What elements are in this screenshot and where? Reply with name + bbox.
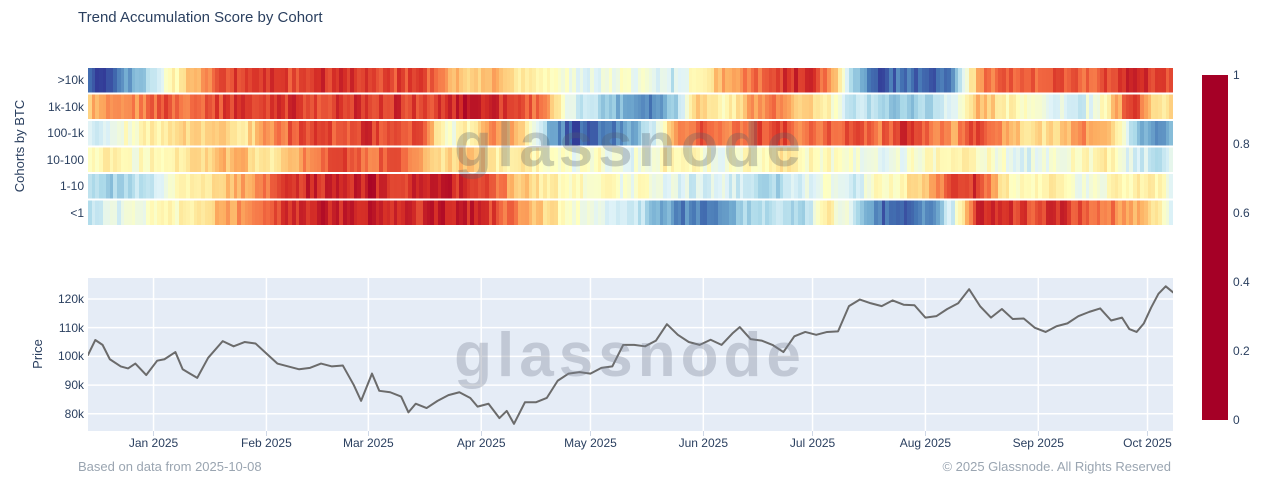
price-y-tick-label: 90k: [64, 378, 84, 392]
x-tick-mark: [1037, 431, 1039, 436]
colorbar-tick-label: 0.2: [1233, 344, 1250, 358]
x-tick-mark: [153, 431, 155, 436]
colorbar-tick-label: 0.6: [1233, 206, 1250, 220]
heatmap-row-label: 10-100: [46, 153, 84, 167]
colorbar-tick-label: 1: [1233, 68, 1240, 82]
colorbar: [1202, 75, 1228, 420]
heatmap-y-axis-title: Cohorts by BTC: [12, 99, 27, 193]
x-tick-mark: [367, 431, 369, 436]
x-tick-label: Aug 2025: [899, 436, 952, 450]
x-tick-mark: [480, 431, 482, 436]
x-tick-label: Mar 2025: [342, 436, 394, 450]
copyright-note: © 2025 Glassnode. All Rights Reserved: [942, 459, 1171, 474]
cohort-heatmap[interactable]: [88, 68, 1173, 225]
colorbar-tick-label: 0: [1233, 413, 1240, 427]
colorbar-tick-label: 0.4: [1233, 275, 1250, 289]
heatmap-row-label: >10k: [57, 73, 84, 87]
x-tick-label: Jan 2025: [128, 436, 179, 450]
price-y-tick-label: 120k: [57, 292, 84, 306]
x-tick-mark: [702, 431, 704, 436]
x-tick-label: May 2025: [564, 436, 617, 450]
x-tick-label: Jun 2025: [678, 436, 729, 450]
price-y-tick-label: 100k: [57, 349, 84, 363]
heatmap-row-label: 1-10: [59, 179, 84, 193]
x-tick-mark: [589, 431, 591, 436]
price-line-chart[interactable]: [88, 278, 1173, 431]
heatmap-row-label: 100-1k: [47, 126, 84, 140]
heatmap-row-label: <1: [70, 206, 84, 220]
page-title: Trend Accumulation Score by Cohort: [78, 9, 323, 26]
x-tick-mark: [1147, 431, 1148, 436]
x-tick-label: Jul 2025: [789, 436, 836, 450]
price-y-tick-label: 80k: [64, 407, 84, 421]
x-tick-mark: [265, 431, 267, 436]
x-tick-label: Feb 2025: [241, 436, 292, 450]
x-tick-label: Apr 2025: [456, 436, 506, 450]
colorbar-tick-label: 0.8: [1233, 137, 1250, 151]
data-source-note: Based on data from 2025-10-08: [78, 459, 262, 474]
x-tick-mark: [924, 431, 926, 436]
heatmap-row-label: 1k-10k: [47, 100, 84, 114]
price-y-tick-label: 110k: [58, 321, 84, 335]
x-tick-label: Sep 2025: [1012, 436, 1064, 450]
x-tick-label: Oct 2025: [1123, 436, 1172, 450]
x-tick-mark: [812, 431, 814, 436]
